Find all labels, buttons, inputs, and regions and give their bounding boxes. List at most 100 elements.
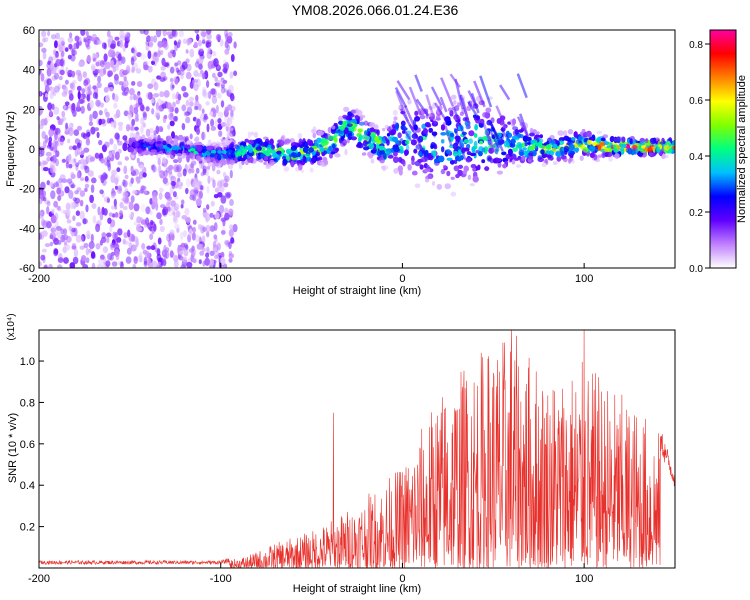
heatmap-noise-cell bbox=[131, 234, 136, 242]
y-tick-label: -20 bbox=[19, 184, 35, 196]
heatmap-ridge-cell bbox=[413, 124, 418, 131]
heatmap-noise-cell bbox=[42, 220, 48, 229]
heatmap-ridge-cell bbox=[463, 147, 470, 152]
heatmap-noise-cell bbox=[215, 250, 220, 259]
heatmap-ridge-cell bbox=[473, 140, 478, 148]
heatmap-ridge-cell bbox=[290, 146, 296, 152]
heatmap-noise-cell bbox=[64, 101, 70, 106]
heatmap-ridge-cell bbox=[485, 107, 492, 113]
heatmap-noise-cell bbox=[114, 212, 119, 218]
heatmap-ridge-cell bbox=[577, 143, 583, 148]
heatmap-noise-cell bbox=[71, 102, 76, 111]
heatmap-noise-cell bbox=[201, 131, 205, 141]
heatmap-noise-cell bbox=[78, 61, 84, 68]
heatmap-noise-cell bbox=[168, 238, 172, 247]
heatmap-ridge-cell bbox=[397, 165, 403, 172]
heatmap-ridge-cell bbox=[306, 156, 312, 162]
figure-title: YM08.2026.066.01.24.E36 bbox=[292, 2, 459, 18]
heatmap-ridge-cell bbox=[515, 164, 522, 168]
heatmap-noise-cell bbox=[173, 205, 178, 212]
heatmap-noise-cell bbox=[140, 125, 144, 134]
heatmap-noise-cell bbox=[56, 187, 62, 195]
heatmap-noise-cell bbox=[107, 162, 112, 172]
heatmap-ridge-cell bbox=[345, 115, 352, 121]
heatmap-noise-cell bbox=[117, 140, 123, 146]
heatmap-ridge-cell bbox=[455, 173, 460, 179]
heatmap-noise-cell bbox=[82, 71, 88, 78]
heatmap-noise-cell bbox=[167, 199, 172, 205]
heatmap-noise-cell bbox=[145, 128, 151, 137]
heatmap-noise-cell bbox=[53, 248, 59, 255]
heatmap-noise-cell bbox=[53, 182, 59, 188]
heatmap-ridge-cell bbox=[599, 142, 606, 146]
heatmap-noise-cell bbox=[139, 30, 146, 35]
heatmap-noise-cell bbox=[60, 118, 65, 123]
heatmap-noise-cell bbox=[206, 246, 210, 252]
heatmap-ridge-cell bbox=[250, 131, 254, 136]
heatmap-ridge-cell bbox=[475, 119, 481, 124]
heatmap-noise-cell bbox=[222, 63, 228, 69]
heatmap-streak bbox=[395, 90, 410, 122]
heatmap-noise-cell bbox=[46, 156, 51, 162]
heatmap-ridge-cell bbox=[335, 147, 339, 152]
heatmap-noise-cell bbox=[44, 84, 50, 94]
heatmap-ridge-cell bbox=[399, 149, 404, 154]
heatmap-noise-cell bbox=[216, 79, 221, 88]
heatmap-noise-cell bbox=[39, 69, 42, 74]
heatmap-noise-cell bbox=[174, 223, 180, 230]
heatmap-noise-cell bbox=[66, 219, 72, 224]
heatmap-noise-cell bbox=[107, 253, 113, 261]
heatmap-noise-cell bbox=[198, 103, 202, 111]
heatmap-noise-cell bbox=[80, 235, 84, 243]
heatmap-noise-cell bbox=[41, 248, 47, 253]
heatmap-ridge-cell bbox=[282, 158, 288, 166]
heatmap-noise-cell bbox=[54, 212, 59, 221]
heatmap-ridge-cell bbox=[269, 138, 274, 146]
heatmap-noise-cell bbox=[181, 61, 188, 70]
heatmap-ridge-cell bbox=[513, 157, 520, 161]
heatmap-ridge-cell bbox=[663, 144, 670, 151]
heatmap-noise-cell bbox=[129, 88, 135, 96]
heatmap-noise-cell bbox=[223, 182, 229, 188]
heatmap-noise-cell bbox=[158, 192, 163, 200]
heatmap-noise-cell bbox=[185, 187, 189, 195]
heatmap-noise-cell bbox=[178, 250, 184, 256]
heatmap-noise-cell bbox=[95, 99, 101, 107]
colorbar-label: Normalized spectral amplitude bbox=[736, 75, 748, 223]
heatmap-noise-cell bbox=[74, 190, 79, 195]
heatmap-noise-cell bbox=[186, 153, 190, 163]
heatmap-ridge-cell bbox=[521, 142, 526, 148]
heatmap-noise-cell bbox=[66, 209, 71, 216]
heatmap-noise-cell bbox=[136, 157, 140, 164]
heatmap-ridge-cell bbox=[317, 130, 324, 136]
heatmap-noise-cell bbox=[63, 85, 68, 95]
heatmap-ridge-cell bbox=[298, 138, 303, 145]
y-tick-label: 0 bbox=[29, 144, 35, 156]
heatmap-ridge-cell bbox=[183, 149, 189, 154]
heatmap-noise-cell bbox=[56, 264, 63, 268]
heatmap-noise-cell bbox=[156, 112, 161, 120]
heatmap-y-ticks: -60 -40 -20 0 20 40 60 bbox=[19, 25, 44, 275]
heatmap-ridge-cell bbox=[431, 181, 436, 186]
heatmap-ridge-cell bbox=[308, 147, 314, 153]
heatmap-ridge-cell bbox=[518, 129, 524, 133]
heatmap-ridge-cell bbox=[533, 131, 540, 135]
heatmap-ridge-cell bbox=[424, 178, 430, 183]
heatmap-ridge-cell bbox=[511, 135, 519, 140]
heatmap-noise-cell bbox=[229, 199, 234, 206]
heatmap-noise-cell bbox=[64, 241, 68, 246]
heatmap-noise-cell bbox=[71, 243, 77, 249]
heatmap-ridge-cell bbox=[405, 139, 410, 145]
heatmap-ridge-cell bbox=[150, 149, 157, 153]
snr-y-ticks: 0.2 0.4 0.6 0.8 1.0 bbox=[20, 356, 44, 534]
heatmap-ridge-cell bbox=[412, 170, 418, 176]
heatmap-ridge-cell bbox=[450, 191, 457, 197]
heatmap-ridge-cell bbox=[221, 150, 227, 155]
heatmap-noise-cell bbox=[49, 146, 54, 151]
heatmap-noise-cell bbox=[85, 138, 91, 146]
heatmap-noise-cell bbox=[46, 201, 51, 207]
heatmap-noise-cell bbox=[51, 208, 55, 214]
heatmap-noise-cell bbox=[180, 242, 186, 248]
heatmap-ridge-cell bbox=[210, 153, 216, 158]
heatmap-noise-cell bbox=[95, 223, 101, 233]
